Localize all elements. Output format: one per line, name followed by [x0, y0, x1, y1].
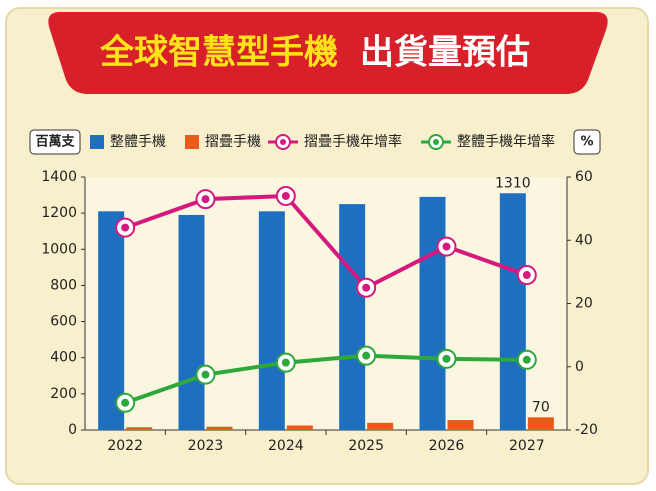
y2-tick-label: 60: [575, 169, 593, 185]
bar: [447, 420, 474, 430]
marker-center: [442, 242, 451, 251]
y-label-box: [29, 129, 81, 155]
marker-center: [281, 191, 290, 200]
marker-center: [121, 398, 130, 407]
x-tick-label: 2022: [107, 438, 143, 454]
bar: [258, 211, 285, 430]
x-tick-label: 2026: [429, 438, 465, 454]
marker-center: [201, 195, 210, 204]
line: [124, 193, 528, 291]
chart-title: 全球智慧型手機: [99, 33, 338, 73]
value-label: 1310: [495, 175, 531, 191]
y2-tick-label: 0: [575, 359, 584, 375]
y-tick-label: 600: [50, 314, 77, 330]
y2-tick-label: 40: [575, 232, 593, 248]
legend-swatch: [433, 139, 439, 145]
x-tick-label: 2025: [348, 438, 384, 454]
marker-center: [362, 351, 371, 360]
y2-label-box: [573, 129, 601, 155]
legend-swatch: [90, 135, 104, 149]
bar: [499, 193, 526, 430]
legend-swatch: [280, 139, 286, 145]
y2-tick-label: 20: [575, 296, 593, 312]
legend-label: 摺疊手機: [205, 134, 261, 150]
marker-center: [362, 283, 371, 292]
legend-swatch: [185, 135, 199, 149]
y2-axis-label: %: [580, 135, 593, 150]
legend-label: 整體手機: [110, 134, 166, 150]
bar: [98, 211, 125, 430]
marker-center: [522, 355, 531, 364]
y-tick-label: 1400: [41, 169, 77, 185]
y2-tick-label: -20: [575, 422, 598, 438]
bar: [367, 422, 394, 430]
y-tick-label: 400: [50, 350, 77, 366]
x-tick-label: 2027: [509, 438, 545, 454]
y-tick-label: 800: [50, 277, 77, 293]
y-tick-label: 1000: [41, 241, 77, 257]
legend-label: 摺疊手機年增率: [304, 133, 402, 150]
y-axis-label: 百萬支: [35, 134, 75, 150]
y-tick-label: 0: [68, 422, 77, 438]
bar: [419, 196, 446, 430]
bar: [206, 426, 233, 430]
bar: [178, 214, 205, 430]
value-label: 70: [532, 399, 550, 415]
title-banner: [48, 12, 608, 94]
x-tick-label: 2023: [188, 438, 224, 454]
bar: [126, 427, 153, 430]
marker-center: [442, 354, 451, 363]
bar: [286, 425, 313, 430]
bar: [339, 204, 366, 430]
y-tick-label: 1200: [41, 205, 77, 221]
line: [124, 353, 527, 405]
bar: [527, 417, 554, 430]
chart-title: 出貨量預估: [360, 33, 530, 73]
marker-center: [522, 271, 531, 280]
marker-center: [201, 370, 210, 379]
y-tick-label: 200: [50, 386, 77, 402]
marker-center: [281, 358, 290, 367]
marker-center: [121, 223, 130, 232]
x-tick-label: 2024: [268, 438, 304, 454]
legend-label: 整體手機年增率: [457, 133, 555, 150]
